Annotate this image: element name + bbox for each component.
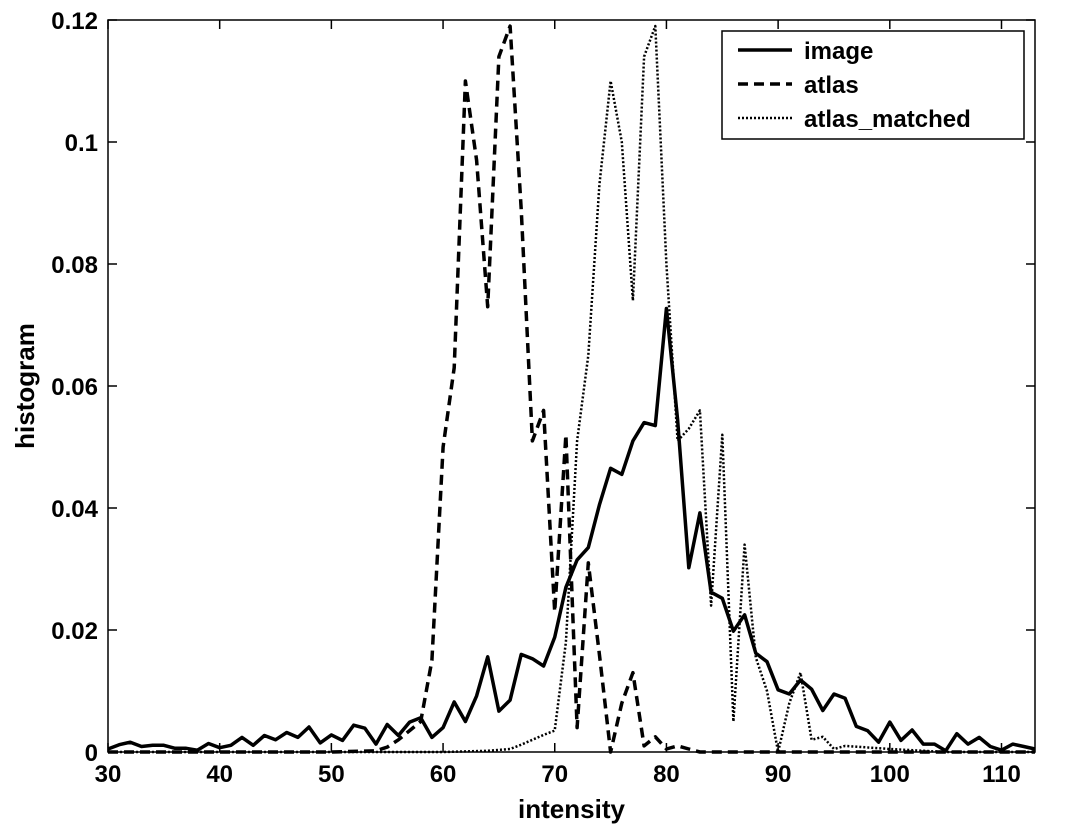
y-tick-label: 0.02 <box>51 618 98 645</box>
legend-label-atlas-matched: atlas_matched <box>804 106 971 133</box>
y-tick-label: 0.12 <box>51 8 98 35</box>
y-tick-label: 0.06 <box>51 374 98 401</box>
series-line-atlas-matched <box>108 24 1035 754</box>
x-tick-label: 50 <box>318 761 345 788</box>
y-tick-label: 0 <box>85 740 98 767</box>
legend-label-atlas: atlas <box>804 72 859 99</box>
x-tick-label: 30 <box>95 761 122 788</box>
legend-label-image: image <box>804 38 873 65</box>
x-tick-label: 60 <box>430 761 457 788</box>
x-tick-label: 70 <box>541 761 568 788</box>
ticks-layer <box>107 19 1035 753</box>
tick-labels-layer: 30 40 50 60 70 80 90 100 110 0 0.02 0.04 0.06 0.08 0.1… <box>51 8 1021 788</box>
x-tick-label: 90 <box>765 761 792 788</box>
y-axis-label: histogram <box>10 323 40 449</box>
y-tick-label: 0.08 <box>51 252 98 279</box>
y-tick-label: 0.04 <box>51 496 98 523</box>
x-axis-label: intensity <box>518 794 625 824</box>
x-tick-label: 40 <box>206 761 233 788</box>
y-tick-label: 0.1 <box>65 130 98 157</box>
x-tick-label: 80 <box>653 761 680 788</box>
x-tick-label: 110 <box>982 761 1021 788</box>
legend: image atlas atlas_matched <box>721 30 1025 140</box>
x-tick-label: 100 <box>870 761 910 788</box>
